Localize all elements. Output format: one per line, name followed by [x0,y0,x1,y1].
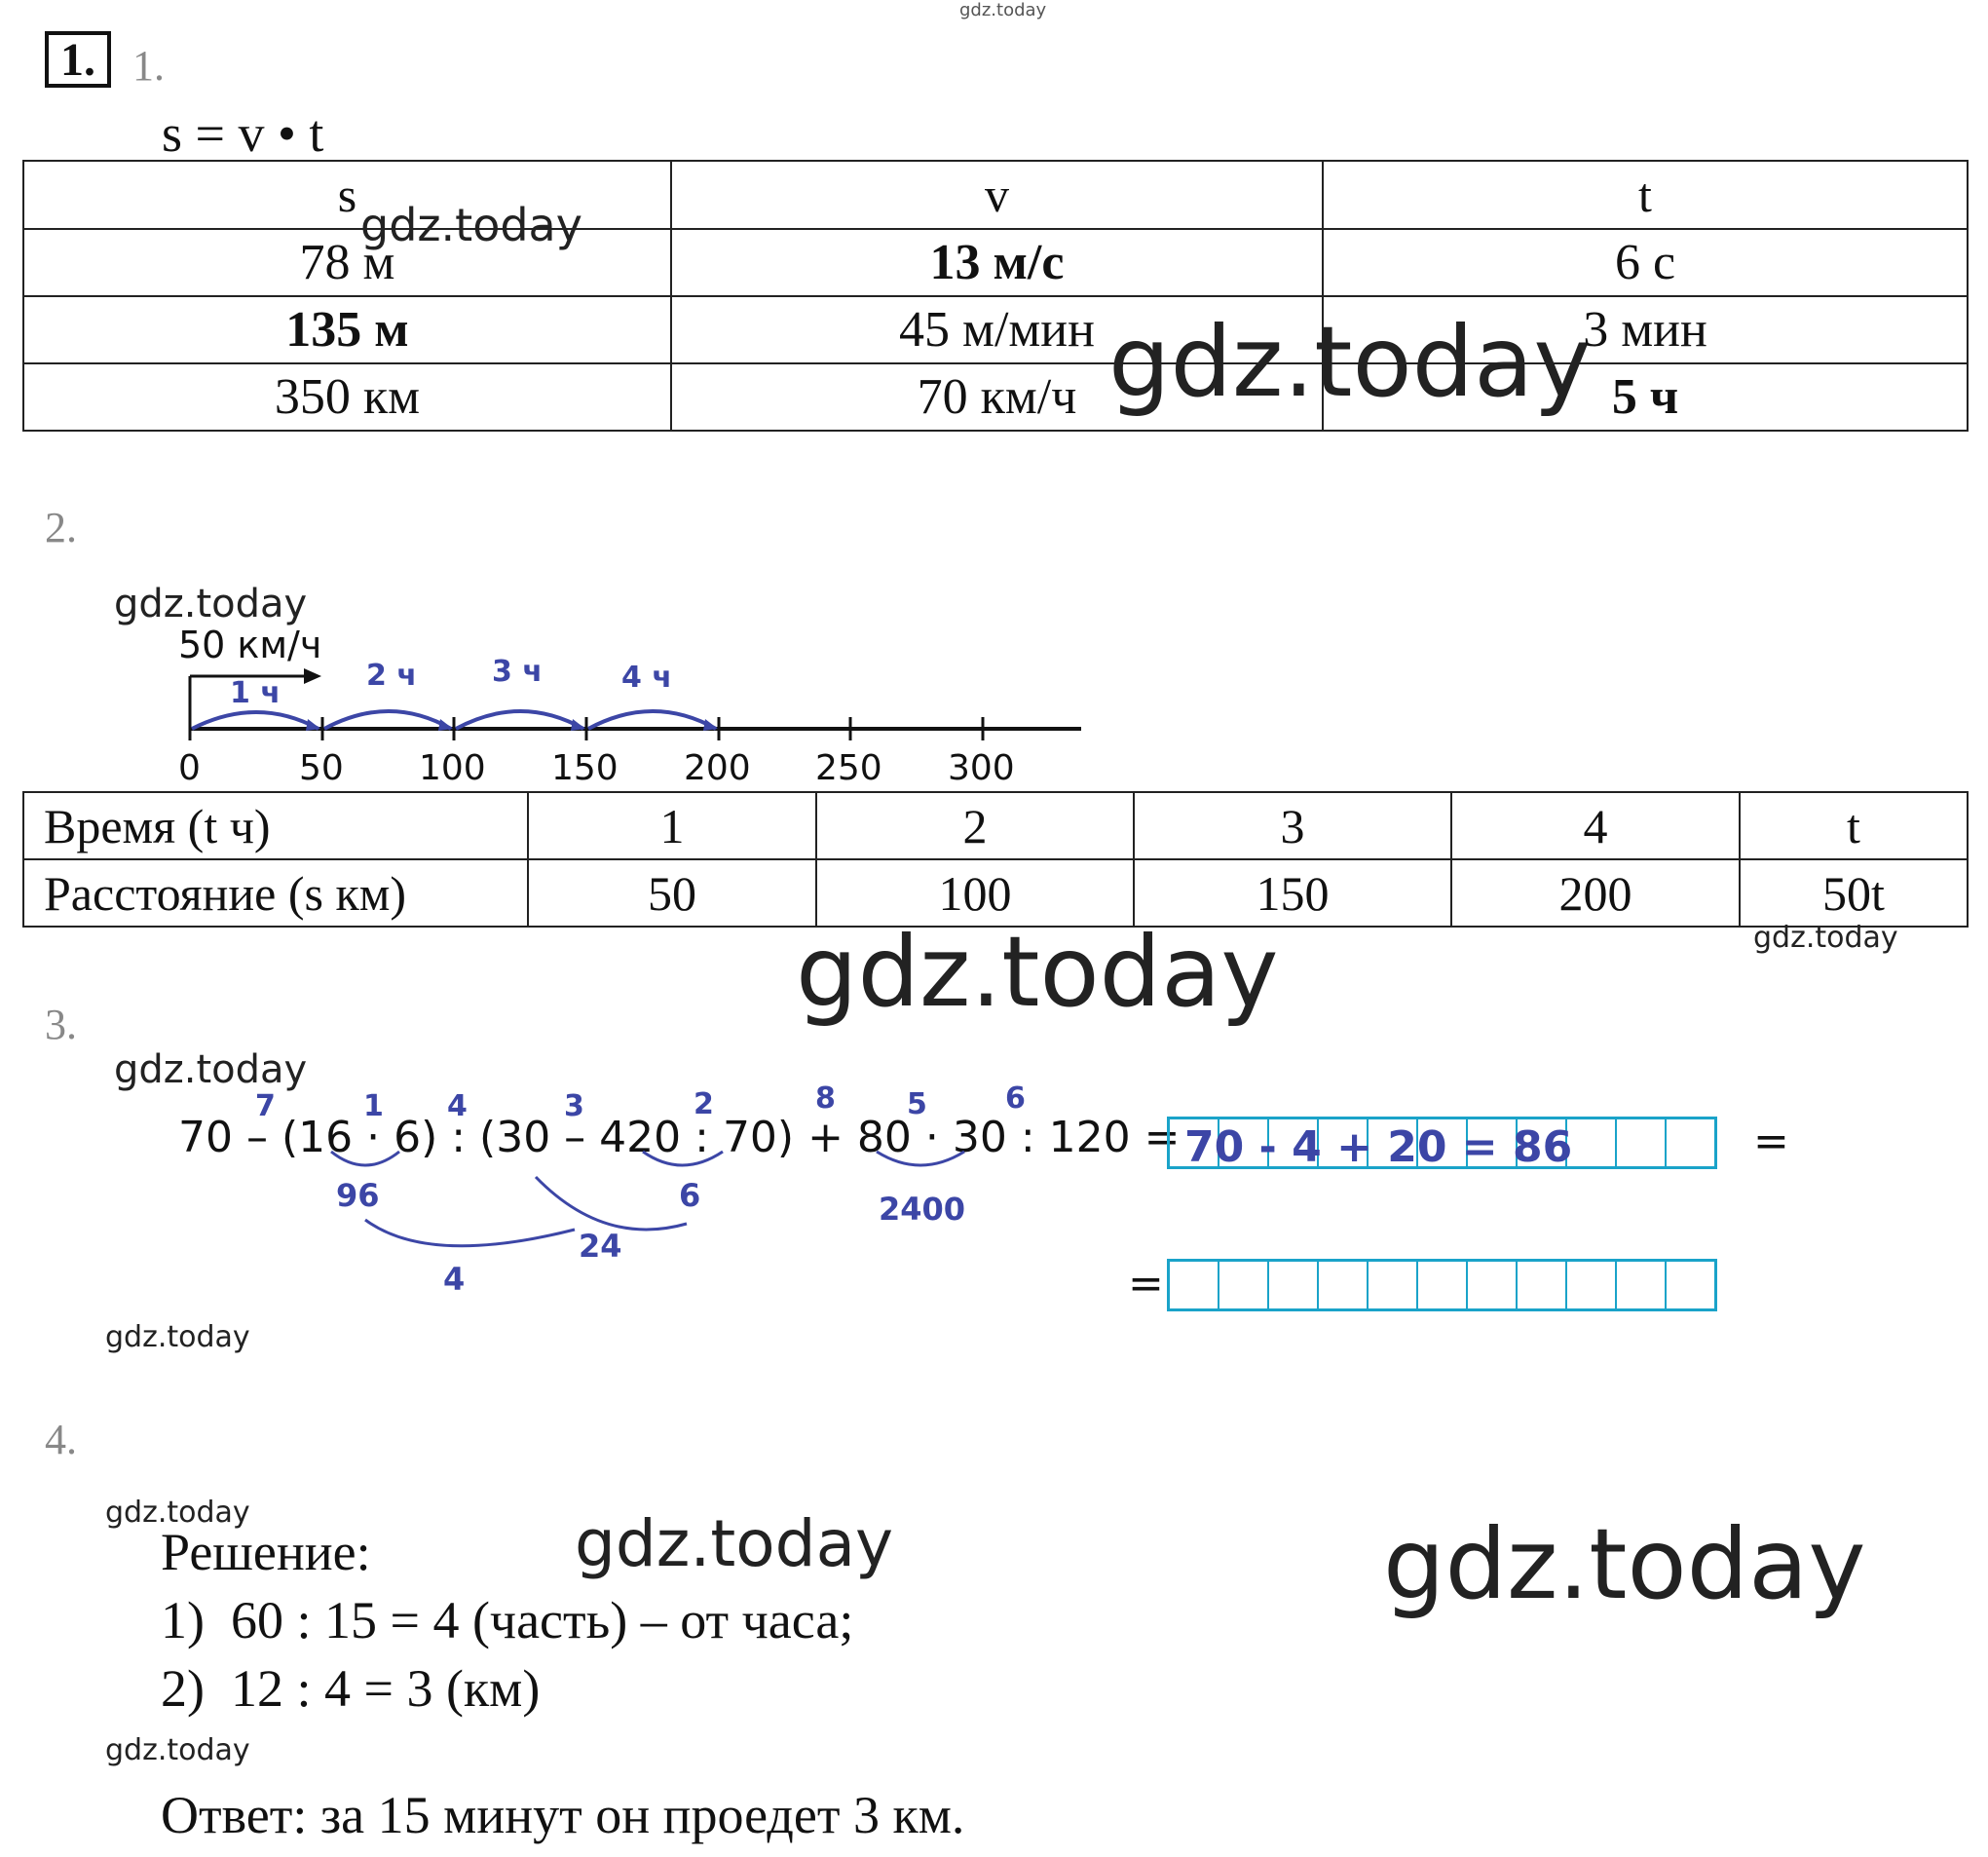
expression: 70 – (16 · 6) : (30 – 420 : 70) + 80 · 3… [178,1113,1181,1162]
axis-label-100: 100 [419,748,486,788]
arc-96 [330,1150,400,1167]
time-3: 3 [1133,791,1452,860]
order-mark-8: 6 [1005,1081,1026,1116]
arc-4-head [703,719,718,731]
intermediate-4: 4 [443,1261,466,1298]
order-arcs [330,1150,965,1248]
distance-4: 200 [1450,858,1741,928]
watermark-large-2: gdz.today [796,915,1279,1029]
arc-label-3: 3 ч [492,655,543,689]
order-mark-7: 5 [907,1087,927,1121]
watermark-task4-mid: gdz.today [575,1506,894,1581]
watermark-task2: gdz.today [114,582,308,626]
watermark-task3-bottom: gdz.today [105,1320,250,1354]
axis-label-300: 300 [948,748,1015,788]
distance-3: 150 [1133,858,1452,928]
solution-step-2: 2) 12 : 4 = 3 (км) [161,1659,541,1718]
speed-label: 50 км/ч [178,624,322,666]
task-number-box: 1. [45,31,111,88]
cell-s-1: 78 м [22,228,672,297]
arc-1-head [306,719,320,731]
svt-table: s v t 78 м 13 м/с 6 с 135 м 45 м/мин 3 м… [22,160,1969,432]
subtask-3-number: 3. [45,1001,77,1048]
order-mark-6: 8 [815,1081,836,1116]
cell-s-3: 350 км [22,362,672,432]
arc-4 [364,1218,576,1248]
arc-label-2: 2 ч [366,659,417,693]
distance-2: 100 [815,858,1135,928]
arc-2-head [438,719,453,731]
watermark-small-right: gdz.today [1753,921,1898,955]
watermark-top: gdz.today [959,0,1047,20]
answer-cells-2 [1167,1259,1717,1311]
answer-expression: 70 - 4 + 20 = 86 [1184,1122,1573,1172]
order-mark-1: 7 [255,1089,276,1123]
row-label-time: Время (t ч) [22,791,529,860]
order-mark-2: 1 [363,1089,384,1123]
equals-sign-2: = [1128,1259,1164,1308]
subtask-1-number: 1. [132,42,165,90]
cell-v-2: 45 м/мин [670,295,1324,364]
arc-2 [323,709,452,731]
distance-t: 50t [1739,858,1969,928]
header-s: s [22,160,672,230]
answer-cells-1 [1167,1117,1717,1169]
equals-sign-1: = [1753,1117,1789,1166]
cell-t-3: 5 ч [1322,362,1969,432]
solution-step-1: 1) 60 : 15 = 4 (часть) – от часа; [161,1591,854,1649]
axis-label-200: 200 [684,748,751,788]
axis-label-0: 0 [178,748,201,788]
time-t: t [1739,791,1969,860]
axis-label-50: 50 [299,748,344,788]
time-4: 4 [1450,791,1741,860]
watermark-task4: gdz.today [105,1496,250,1530]
cell-t-2: 3 мин [1322,295,1969,364]
watermark-task4-bottom: gdz.today [105,1733,250,1767]
speed-arrow-head [304,668,321,684]
time-1: 1 [527,791,817,860]
row-label-distance: Расстояние (s км) [22,858,529,928]
arc-4 [587,709,717,731]
task-number: 1. [60,34,95,86]
order-mark-5: 2 [694,1087,714,1121]
watermark-task3: gdz.today [114,1047,308,1092]
number-line-diagram [188,668,1081,740]
cell-v-1: 13 м/с [670,228,1324,297]
arc-1 [191,710,319,731]
cell-v-3: 70 км/ч [670,362,1324,432]
time-2: 2 [815,791,1135,860]
arc-3 [455,709,584,731]
cell-s-2: 135 м [22,295,672,364]
arc-6 [642,1150,724,1167]
arc-3-head [571,719,585,731]
header-t: t [1322,160,1969,230]
formula: s = v • t [162,104,324,163]
arc-24 [534,1175,688,1232]
intermediate-6: 6 [679,1177,701,1214]
cell-t-1: 6 с [1322,228,1969,297]
solution-answer: Ответ: за 15 минут он проедет 3 км. [161,1786,965,1844]
subtask-4-number: 4. [45,1416,77,1463]
subtask-2-number: 2. [45,504,77,551]
axis-label-150: 150 [551,748,619,788]
order-mark-4: 3 [564,1089,584,1123]
order-mark-3: 4 [447,1089,468,1123]
arc-label-1: 1 ч [230,676,281,710]
solution-title: Решение: [161,1523,371,1581]
intermediate-2400: 2400 [879,1191,966,1228]
header-v: v [670,160,1324,230]
time-distance-table: Время (t ч) 1 2 3 4 t Расстояние (s км) … [22,791,1969,928]
axis-label-250: 250 [815,748,882,788]
arc-2400 [876,1150,965,1167]
intermediate-96: 96 [336,1177,380,1214]
distance-1: 50 [527,858,817,928]
arc-label-4: 4 ч [621,661,672,695]
intermediate-24: 24 [579,1228,622,1265]
watermark-large-3: gdz.today [1383,1507,1866,1621]
